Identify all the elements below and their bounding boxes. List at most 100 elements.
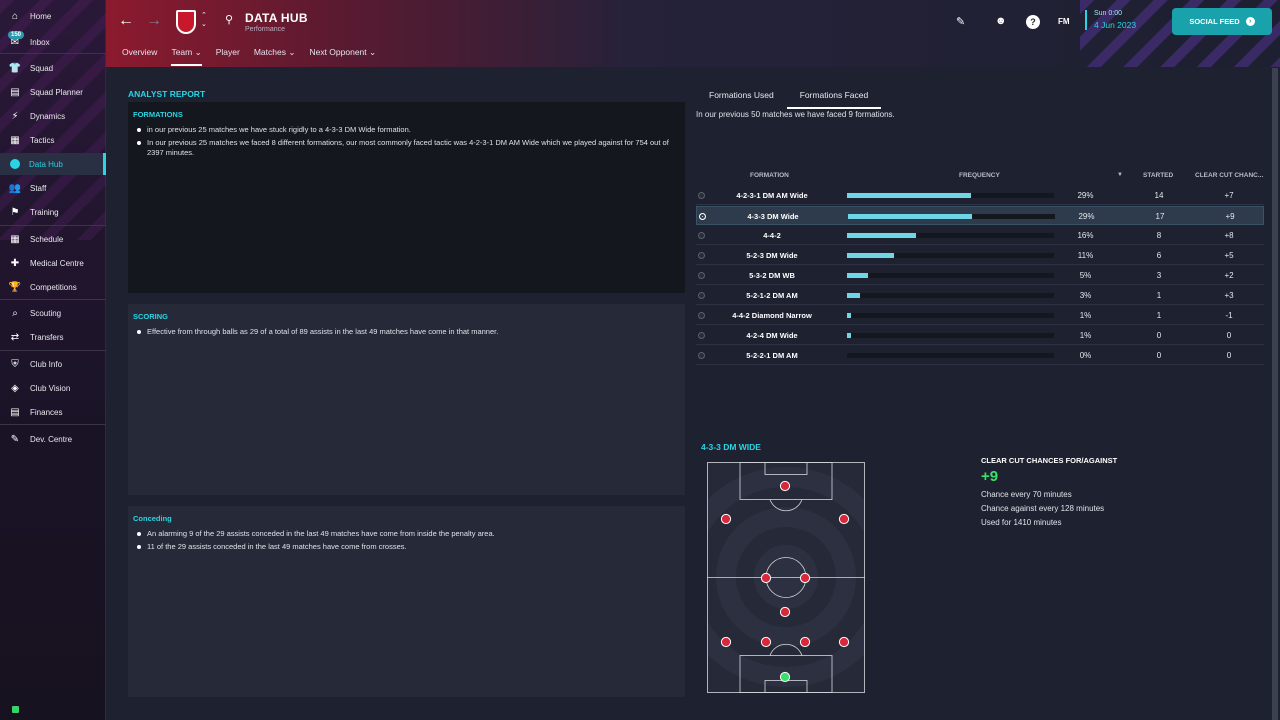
edit-icon[interactable]: ✎ [956, 16, 966, 28]
frequency-bar-fill [847, 193, 971, 198]
radio-button[interactable] [698, 352, 705, 359]
sidebar-item-club-info[interactable]: ⛨ Club Info [0, 353, 106, 375]
frequency-percent: 1% [1079, 331, 1092, 340]
player-marker[interactable] [838, 636, 850, 648]
tab-team[interactable]: Team ⌄ [171, 47, 202, 66]
radio-button[interactable] [698, 232, 705, 239]
frequency-bar [847, 293, 1054, 298]
clear-cut-stats: CLEAR CUT CHANCES FOR/AGAINST +9 Chance … [981, 456, 1117, 527]
sidebar-item-schedule[interactable]: ▦ Schedule [0, 228, 106, 250]
sidebar-divider [0, 53, 106, 54]
player-marker[interactable] [720, 636, 732, 648]
column-header-frequency[interactable]: FREQUENCY [959, 172, 1000, 179]
sidebar-item-data-hub[interactable]: Data Hub [0, 153, 106, 175]
player-marker[interactable] [779, 606, 791, 618]
frequency-bar [848, 214, 1055, 219]
player-marker[interactable] [799, 572, 811, 584]
frequency-bar [847, 233, 1054, 238]
column-header-started[interactable]: STARTED [1143, 172, 1174, 179]
player-marker[interactable] [720, 513, 732, 525]
tab-matches[interactable]: Matches ⌄ [254, 47, 296, 66]
frequency-percent: 11% [1077, 251, 1094, 260]
chevron-down-icon[interactable]: ⌄ [201, 21, 207, 28]
sidebar-item-home[interactable]: ⌂ Home [0, 5, 106, 27]
table-row[interactable]: 4-3-3 DM Wide 29% 17 +9 [696, 206, 1264, 225]
inbox-icon: ✉ [10, 36, 20, 48]
sidebar-item-inbox[interactable]: ✉ Inbox [0, 31, 106, 53]
selected-formation-title: 4-3-3 DM WIDE [701, 442, 761, 452]
sidebar-item-tactics[interactable]: ▦ Tactics [0, 129, 106, 151]
frequency-percent: 29% [1077, 191, 1094, 200]
radio-button[interactable] [698, 332, 705, 339]
table-row[interactable]: 4-2-4 DM Wide 1% 0 0 [696, 326, 1264, 345]
sidebar-item-dynamics[interactable]: ⚡ Dynamics [0, 105, 106, 127]
formations-description: In our previous 50 matches we have faced… [696, 110, 895, 119]
sidebar-item-scouting[interactable]: ⌕ Scouting [0, 302, 106, 324]
tab-next-opponent[interactable]: Next Opponent ⌄ [309, 47, 376, 66]
radio-button[interactable] [699, 213, 706, 220]
frequency-bar-fill [847, 333, 851, 338]
sidebar-item-training[interactable]: ⚑ Training [0, 201, 106, 223]
sidebar-item-label: Tactics [30, 135, 55, 145]
chevron-up-icon[interactable]: ⌃ [201, 12, 207, 19]
sidebar-item-competitions[interactable]: 🏆 Competitions [0, 276, 106, 298]
help-icon[interactable]: ? [1026, 15, 1040, 29]
column-header-clear-cut-chances[interactable]: CLEAR CUT CHANC... [1195, 172, 1264, 179]
chevron-down-icon: ⌄ [194, 47, 202, 57]
tab-player[interactable]: Player [215, 47, 240, 57]
radio-button[interactable] [698, 192, 705, 199]
search-icon[interactable]: ⚲ [225, 14, 234, 26]
scoring-heading: SCORING [133, 312, 169, 321]
table-row[interactable]: 4-2-3-1 DM AM Wide 29% 14 +7 [696, 186, 1264, 205]
radio-button[interactable] [698, 252, 705, 259]
sidebar-item-staff[interactable]: 👥 Staff [0, 177, 106, 199]
sort-desc-icon[interactable]: ▼ [1117, 172, 1123, 178]
sidebar-item-dev-centre[interactable]: ✎ Dev. Centre [0, 428, 106, 450]
table-row[interactable]: 4-4-2 Diamond Narrow 1% 1 -1 [696, 306, 1264, 325]
page-title: DATA HUB [245, 11, 308, 25]
frequency-bar-fill [847, 273, 868, 278]
dynamics-icon: ⚡ [11, 110, 19, 122]
stats-title: CLEAR CUT CHANCES FOR/AGAINST [981, 456, 1118, 465]
sidebar-item-medical-centre[interactable]: ✚ Medical Centre [0, 252, 106, 274]
scrollbar[interactable] [1272, 68, 1278, 720]
table-row[interactable]: 5-2-1-2 DM AM 3% 1 +3 [696, 286, 1264, 305]
tab-formations-faced[interactable]: Formations Faced [786, 86, 882, 109]
scrollbar-thumb[interactable] [1272, 68, 1278, 720]
sidebar-item-transfers[interactable]: ⇄ Transfers [0, 326, 106, 348]
fm-menu-button[interactable]: FM [1058, 17, 1070, 26]
social-feed-button[interactable]: SOCIAL FEED › [1172, 8, 1272, 35]
sidebar-item-club-vision[interactable]: ◈ Club Vision [0, 377, 106, 399]
tab-team-label: Team [171, 47, 193, 57]
club-crest-icon[interactable] [176, 10, 196, 34]
tab-formations-used[interactable]: Formations Used [709, 90, 774, 100]
date-day: 4 Jun 2023 [1094, 20, 1137, 30]
scouting-icon: ⌕ [12, 307, 18, 319]
radio-button[interactable] [698, 312, 705, 319]
calendar-icon: ▦ [10, 233, 20, 245]
player-marker[interactable] [799, 636, 811, 648]
table-row[interactable]: 4-4-2 16% 8 +8 [696, 226, 1264, 245]
sidebar-item-label: Staff [30, 183, 47, 193]
tab-overview[interactable]: Overview [122, 47, 158, 57]
column-header-formation[interactable]: FORMATION [750, 172, 789, 179]
player-marker[interactable] [760, 636, 772, 648]
player-marker[interactable] [779, 480, 791, 492]
table-row[interactable]: 5-2-3 DM Wide 11% 6 +5 [696, 246, 1264, 265]
table-row[interactable]: 5-2-2-1 DM AM 0% 0 0 [696, 346, 1264, 365]
sidebar-item-squad-planner[interactable]: ▤ Squad Planner [0, 81, 106, 103]
back-arrow-icon[interactable]: ← [118, 12, 134, 29]
skull-icon[interactable]: ☻ [995, 15, 1007, 27]
forward-arrow-icon[interactable]: → [146, 12, 162, 29]
date-display[interactable]: Sun 0:00 4 Jun 2023 [1085, 10, 1136, 30]
radio-button[interactable] [698, 272, 705, 279]
player-marker[interactable] [838, 513, 850, 525]
chevron-right-circle-icon: › [1245, 17, 1255, 26]
player-marker[interactable] [760, 572, 772, 584]
clear-cut-chances-value: 0 [1226, 351, 1232, 360]
sidebar-item-finances[interactable]: ▤ Finances [0, 401, 106, 423]
goalkeeper-marker[interactable] [779, 671, 791, 683]
radio-button[interactable] [698, 292, 705, 299]
table-row[interactable]: 5-3-2 DM WB 5% 3 +2 [696, 266, 1264, 285]
sidebar-item-squad[interactable]: 👕 Squad [0, 57, 106, 79]
